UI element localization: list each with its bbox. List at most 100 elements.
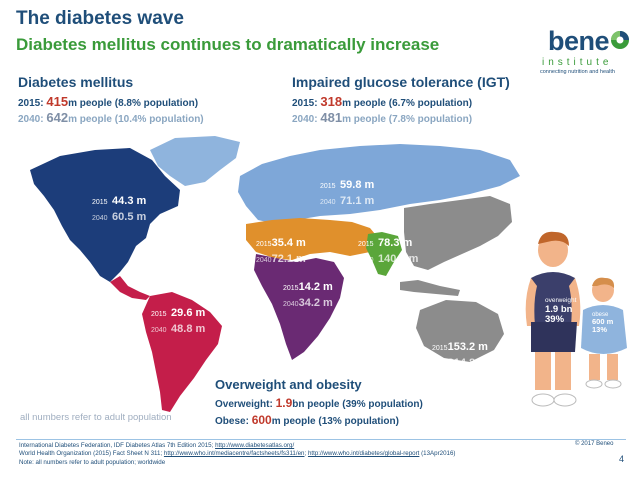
footer-references: International Diabetes Federation, IDF D…	[19, 442, 559, 467]
ref-who-link-2[interactable]: http://www.who.int/diabetes/global-repor…	[307, 450, 420, 458]
eu-y1: 2015	[320, 183, 336, 190]
sas-y1: 2015	[358, 241, 374, 248]
badge-obese-pct: 13%	[592, 325, 608, 335]
diabetes-2040-value: 642	[46, 110, 69, 125]
diabetes-2015-year: 2015:	[18, 98, 44, 109]
ref-who-link-1[interactable]: http://www.who.int/mediacentre/factsheet…	[163, 450, 305, 458]
region-central-america	[110, 276, 150, 300]
diabetes-2015: 2015: 415m people (8.8% population)	[18, 94, 198, 109]
region-south-asia	[366, 232, 402, 276]
sas-v1: 78.3 m	[378, 237, 413, 249]
world-map	[30, 136, 520, 412]
igt-2015-year: 2015:	[292, 98, 318, 109]
sa-v2: 48.8 m	[171, 323, 206, 335]
na-v2: 60.5 m	[112, 211, 147, 223]
logo-institute: institute	[542, 57, 613, 68]
mena-v2: 72.1 m	[271, 253, 306, 265]
igt-2040-year: 2040:	[292, 114, 318, 125]
footer-divider	[16, 439, 626, 440]
igt-2040-rest: m people (7.8% population)	[342, 114, 473, 125]
af-y1: 2015	[283, 285, 299, 292]
label-europe: 2015 59.8 m 2040 71.1 m	[320, 176, 374, 208]
badge-obese-value: 600 m	[592, 317, 614, 327]
logo-tagline: connecting nutrition and health	[540, 69, 615, 75]
wp-y1: 2015	[432, 345, 448, 352]
sa-v1: 29.6 m	[171, 307, 206, 319]
label-mena: 201535.4 m 204072.1 m	[256, 234, 306, 266]
region-west-pacific	[404, 196, 512, 270]
badge-overweight-label: overweight	[545, 297, 577, 304]
mena-v1: 35.4 m	[271, 237, 306, 249]
ref-note: Note: all numbers refer to adult populat…	[19, 458, 166, 466]
igt-heading: Impaired glucose tolerance (IGT)	[292, 74, 510, 90]
label-south-america: 2015 29.6 m 2040 48.8 m	[151, 304, 205, 336]
region-greenland	[150, 136, 240, 186]
sa-y1: 2015	[151, 311, 167, 318]
mena-y1: 2015	[256, 241, 272, 248]
overweight-people-illustration	[525, 231, 627, 407]
overweight-value: 1.9	[275, 396, 293, 410]
badge-overweight-value: 1.9 bn	[545, 303, 573, 315]
igt-2015-rest: m people (6.7% population)	[342, 98, 473, 109]
ref-idf-text: International Diabetes Federation, IDF D…	[19, 442, 216, 449]
page-title: The diabetes wave	[16, 8, 184, 29]
af-v2: 34.2 m	[298, 297, 333, 309]
sa-y2: 2040	[151, 327, 167, 334]
obese-label: Obese:	[215, 416, 252, 427]
ref-who-sep: ;	[304, 450, 308, 458]
obese-line: Obese: 600m people (13% population)	[215, 413, 399, 427]
na-v1: 44.3 m	[112, 195, 147, 207]
badge-obese: obese 600 m 13%	[592, 312, 613, 334]
na-y1: 2015	[92, 199, 108, 206]
label-north-america: 2015 44.3 m 2040 60.5 m	[92, 192, 146, 224]
sas-y2: 2040	[358, 257, 374, 264]
label-west-pacific: 2015153.2 m 2040214.8 m	[432, 338, 488, 370]
igt-2015: 2015: 318m people (6.7% population)	[292, 94, 472, 109]
diabetes-2040-year: 2040:	[18, 114, 44, 125]
mena-y2: 2040	[256, 257, 272, 264]
page-number: 4	[619, 454, 625, 464]
region-europe	[238, 144, 520, 224]
ref-who-text: World Health Organization (2015) Fact Sh…	[19, 450, 164, 458]
badge-obese-label: obese	[592, 312, 609, 318]
badge-overweight-pct: 39%	[545, 313, 565, 325]
region-africa	[254, 254, 344, 360]
logo-dot-icon	[611, 31, 629, 49]
wp-v2: 214.8 m	[447, 357, 488, 369]
overweight-line: Overweight: 1.9bn people (39% population…	[215, 396, 423, 410]
region-australia	[416, 300, 504, 362]
ref-who-tail: (13Apr2016)	[419, 450, 456, 458]
diabetes-2040: 2040: 642m people (10.4% population)	[18, 110, 204, 125]
overweight-heading: Overweight and obesity	[215, 377, 362, 392]
badge-overweight: overweight 1.9 bn 39%	[545, 297, 577, 325]
page-subtitle: Diabetes mellitus continues to dramatica…	[16, 35, 440, 54]
beneo-logo: bene institute connecting nutrition and …	[532, 26, 632, 76]
igt-2015-value: 318	[320, 94, 343, 109]
obese-rest: m people (13% population)	[271, 416, 399, 427]
wp-v1: 153.2 m	[447, 341, 488, 353]
sas-v2: 140.2 m	[378, 253, 419, 265]
eu-v1: 59.8 m	[340, 179, 375, 191]
diabetes-2015-value: 415	[46, 94, 69, 109]
overweight-label: Overweight:	[215, 399, 276, 410]
logo-name: bene	[548, 26, 610, 56]
igt-2040: 2040: 481m people (7.8% population)	[292, 110, 472, 125]
na-y2: 2040	[92, 215, 108, 222]
eu-v2: 71.1 m	[340, 195, 375, 207]
obese-value: 600	[251, 413, 272, 427]
diabetes-2040-rest: m people (10.4% population)	[68, 114, 204, 125]
diabetes-2015-rest: m people (8.8% population)	[68, 98, 199, 109]
ref-idf-link[interactable]: http://www.diabetesatlas.org/	[215, 442, 295, 449]
region-indonesia	[400, 280, 460, 296]
eu-y2: 2040	[320, 199, 336, 206]
region-south-america	[142, 292, 222, 412]
overweight-rest: bn people (39% population)	[292, 399, 423, 410]
copyright: © 2017 Beneo	[575, 441, 614, 447]
diabetes-heading: Diabetes mellitus	[18, 74, 134, 90]
region-mena	[246, 218, 380, 260]
region-north-america	[30, 148, 180, 282]
label-south-asia: 2015 78.3 m 2040 140.2 m	[358, 234, 418, 266]
wp-y2: 2040	[432, 361, 448, 368]
label-africa: 201514.2 m 204034.2 m	[283, 278, 333, 310]
